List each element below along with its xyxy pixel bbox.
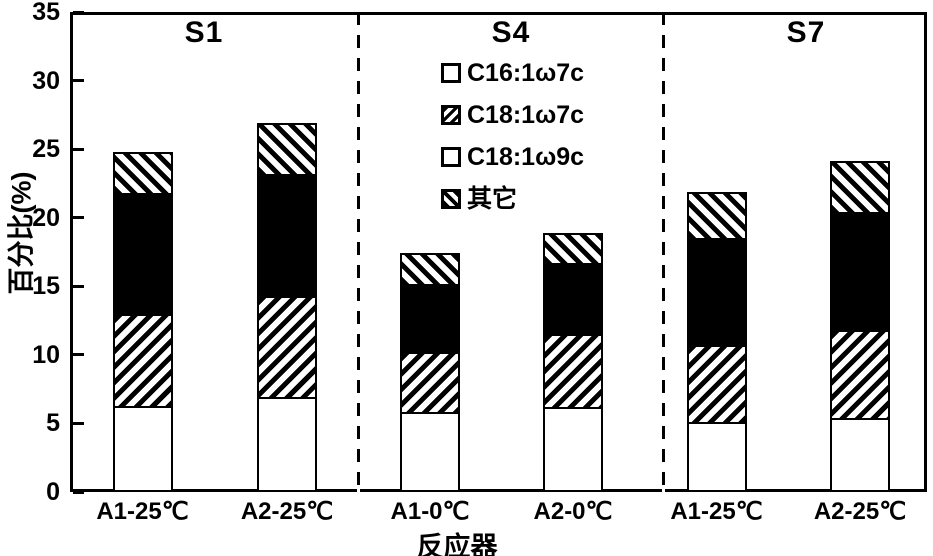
bar-1-segment-C18:1ω7c <box>112 313 173 408</box>
bar-4-segment-C16:1ω7c <box>543 406 603 492</box>
y-tick-label-0: 0 <box>46 478 60 506</box>
bar-2-segment-C18:1ω9c <box>257 173 317 298</box>
bar-3-segment-C18:1ω9c <box>400 283 460 355</box>
bar-3-segment-其它 <box>400 253 460 286</box>
x-category-label-6: A2-25℃ <box>813 498 907 525</box>
group-separator-2 <box>661 12 665 492</box>
bar-5-segment-C18:1ω7c <box>686 345 747 425</box>
bar-1-segment-C16:1ω7c <box>112 405 173 492</box>
bar-2-segment-C16:1ω7c <box>257 397 317 492</box>
y-tick-label-30: 30 <box>32 66 60 95</box>
bar-2-segment-C18:1ω7c <box>257 295 317 400</box>
legend-item-1: C16:1ω7c <box>441 58 585 87</box>
y-tick-label-25: 25 <box>32 135 60 164</box>
bar-6-segment-C18:1ω9c <box>830 212 890 333</box>
y-tick-label-35: 35 <box>32 0 60 26</box>
y-tick-mark-20 <box>73 216 84 220</box>
y-tick-mark-25 <box>73 147 84 151</box>
bar-5-segment-C16:1ω7c <box>686 422 747 492</box>
x-category-label-1: A1-25℃ <box>96 498 189 525</box>
bar-4-segment-C18:1ω9c <box>543 262 603 337</box>
legend-swatch-black-icon <box>441 147 461 167</box>
legend-label-4: 其它 <box>467 184 518 213</box>
x-category-label-2: A2-25℃ <box>240 498 334 525</box>
y-tick-label-20: 20 <box>32 203 60 232</box>
y-tick-mark-35 <box>73 10 84 14</box>
legend-item-2: C18:1ω7c <box>441 100 585 129</box>
y-tick-mark-15 <box>73 284 84 288</box>
section-label-S1: S1 <box>184 16 224 49</box>
bar-4-segment-C18:1ω7c <box>543 334 603 409</box>
x-category-label-5: A1-25℃ <box>670 498 763 525</box>
section-label-S4: S4 <box>491 16 531 49</box>
y-tick-mark-30 <box>73 79 84 83</box>
bar-6-segment-C18:1ω7c <box>830 330 890 420</box>
legend-item-3: C18:1ω9c <box>441 142 585 171</box>
y-tick-label-10: 10 <box>32 340 60 369</box>
x-category-label-3: A1-0℃ <box>390 498 470 525</box>
bar-4-segment-其它 <box>543 232 603 265</box>
plot-area-border <box>70 12 927 492</box>
bar-2-segment-其它 <box>257 123 317 176</box>
legend-swatch-hatch-back-icon <box>441 189 461 209</box>
bar-6-segment-C16:1ω7c <box>830 417 890 492</box>
y-tick-label-15: 15 <box>32 272 60 301</box>
y-tick-mark-5 <box>73 421 84 425</box>
y-tick-label-5: 5 <box>46 409 60 438</box>
section-label-S7: S7 <box>786 16 826 49</box>
x-axis-title: 反应器 <box>416 532 498 556</box>
bar-1-segment-其它 <box>112 151 173 196</box>
legend-swatch-white-icon <box>441 63 461 83</box>
y-axis-title: 百分比(%) <box>6 171 37 295</box>
bar-1-segment-C18:1ω9c <box>112 193 173 316</box>
x-category-label-4: A2-0℃ <box>533 498 613 525</box>
bar-5-segment-其它 <box>686 191 747 241</box>
legend-item-4: 其它 <box>441 184 584 213</box>
bar-5-segment-C18:1ω9c <box>686 238 747 348</box>
bar-3-segment-C16:1ω7c <box>400 412 460 492</box>
y-tick-mark-10 <box>73 353 84 357</box>
bar-3-segment-C18:1ω7c <box>400 352 460 415</box>
y-tick-mark-0 <box>73 490 84 494</box>
legend-label-2: C18:1ω7c <box>467 100 585 129</box>
group-separator-1 <box>356 12 360 492</box>
bar-6-segment-其它 <box>830 161 890 215</box>
legend: C16:1ω7c C18:1ω7c C18:1ω9c 其它 <box>441 58 585 230</box>
legend-label-3: C18:1ω9c <box>467 142 585 171</box>
legend-label-1: C16:1ω7c <box>467 58 585 87</box>
legend-swatch-hatch-forward-icon <box>441 105 461 125</box>
